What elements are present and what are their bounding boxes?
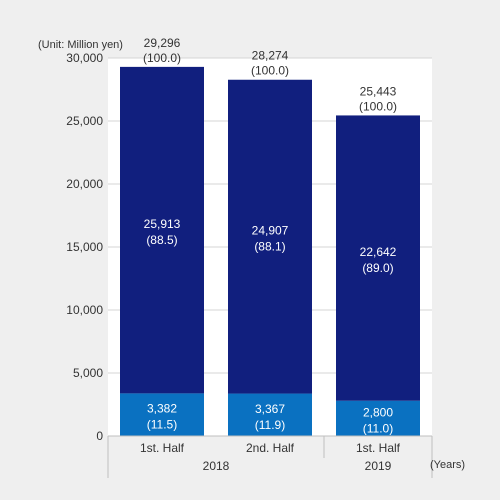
y-tick-label: 5,000 xyxy=(73,366,103,380)
x-unit-label: (Years) xyxy=(430,459,465,471)
total-share-label: (100.0) xyxy=(251,64,289,78)
segment-share-label: (88.1) xyxy=(254,240,285,254)
unit-label: (Unit: Million yen) xyxy=(38,39,123,51)
bar-segment xyxy=(228,79,312,394)
y-tick-label: 25,000 xyxy=(66,114,103,128)
y-tick-label: 20,000 xyxy=(66,177,103,191)
bar-segment xyxy=(120,66,204,394)
segment-value-label: 24,907 xyxy=(252,224,289,238)
y-tick-label: 0 xyxy=(96,429,103,443)
x-group-label: 2018 xyxy=(203,459,230,473)
y-tick-label: 15,000 xyxy=(66,240,103,254)
segment-share-label: (11.5) xyxy=(147,418,177,432)
y-tick-label: 30,000 xyxy=(66,51,103,65)
bars xyxy=(120,66,420,436)
x-category-label: 2nd. Half xyxy=(246,441,295,455)
segment-value-label: 3,382 xyxy=(147,402,177,416)
bar-segment xyxy=(336,400,420,436)
total-value-label: 29,296 xyxy=(144,36,181,50)
segment-share-label: (11.0) xyxy=(363,421,393,435)
x-group-label: 2019 xyxy=(365,459,392,473)
segment-share-label: (88.5) xyxy=(146,233,177,247)
x-category-label: 1st. Half xyxy=(356,441,401,455)
segment-value-label: 22,642 xyxy=(360,245,397,259)
total-share-label: (100.0) xyxy=(359,99,397,113)
x-category-label: 1st. Half xyxy=(140,441,185,455)
segment-value-label: 25,913 xyxy=(144,217,181,231)
segment-share-label: (89.0) xyxy=(362,261,393,275)
axes: 0 5,000 10,000 15,000 20,000 25,000 30,000 1st.… xyxy=(66,51,433,478)
total-value-label: 25,443 xyxy=(360,84,397,98)
total-share-label: (100.0) xyxy=(143,51,181,65)
bar-segment xyxy=(336,115,420,401)
segment-value-label: 2,800 xyxy=(363,405,393,419)
segment-share-label: (11.9) xyxy=(255,418,285,432)
bar-segment xyxy=(228,393,312,436)
segment-value-label: 3,367 xyxy=(255,402,285,416)
y-tick-label: 10,000 xyxy=(66,303,103,317)
bar-segment xyxy=(120,393,204,436)
data-labels: 3,382 (11.5) 3,367 (11.9) 2,800 (11.0) 25,913 (… xyxy=(143,36,397,435)
total-value-label: 28,274 xyxy=(252,49,289,63)
